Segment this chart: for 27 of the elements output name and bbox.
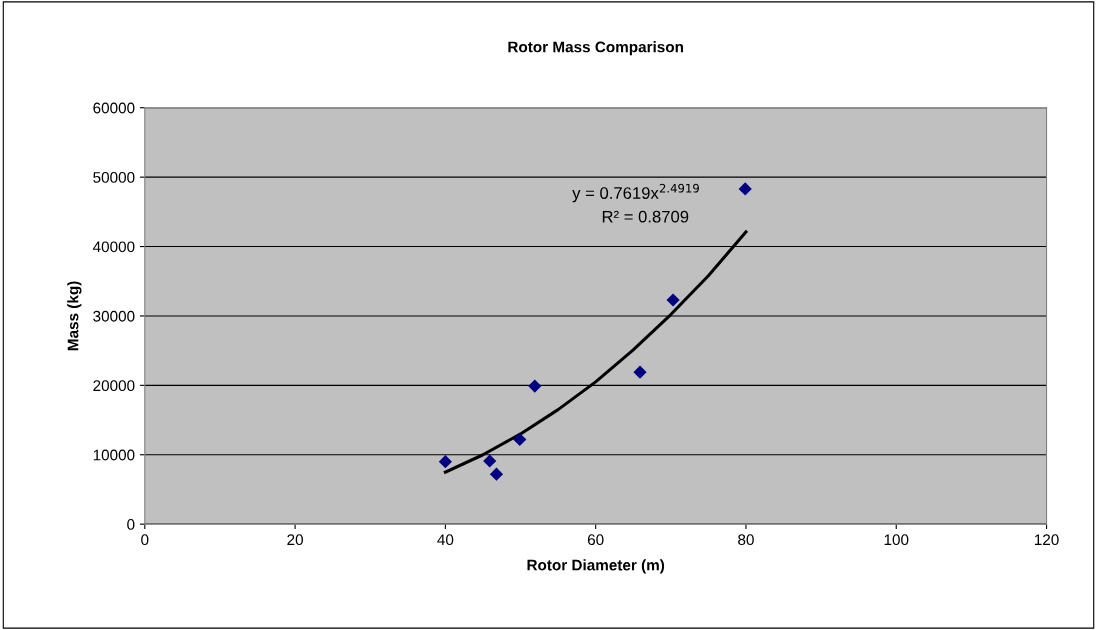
y-tick-label: 60000 — [93, 102, 135, 114]
annotation: y = 0.7619x$^{2.4919}$ — [572, 183, 699, 203]
y-tick-label: 20000 — [93, 380, 135, 392]
x-tick-label: 120 — [1034, 534, 1059, 546]
x-tick-label: 0 — [141, 534, 149, 546]
annotation: R² = 0.8709 — [602, 210, 689, 223]
point — [738, 182, 752, 196]
y-tick-label: 10000 — [93, 449, 135, 461]
point — [438, 455, 452, 469]
x-tick-label: 100 — [884, 534, 909, 546]
point — [513, 432, 527, 447]
point — [528, 379, 542, 393]
x-tick-label: 20 — [287, 534, 303, 546]
x-tick-label: 40 — [437, 534, 454, 546]
point — [633, 365, 647, 379]
point — [489, 467, 504, 481]
point — [666, 293, 680, 307]
y-tick-label: 50000 — [93, 172, 135, 183]
x-tick-label: 60 — [587, 534, 604, 546]
y-tick-label: 0 — [127, 519, 135, 530]
chart-title: Rotor Mass Comparison — [508, 41, 684, 56]
y-tick-label: 40000 — [92, 241, 135, 253]
x-axis-title: Rotor Diameter (m) — [527, 559, 665, 574]
y-axis-title: Mass (kg) — [67, 281, 82, 351]
x-tick-label: 80 — [738, 534, 754, 546]
point — [483, 454, 497, 468]
y-tick-label: 30000 — [93, 310, 135, 322]
